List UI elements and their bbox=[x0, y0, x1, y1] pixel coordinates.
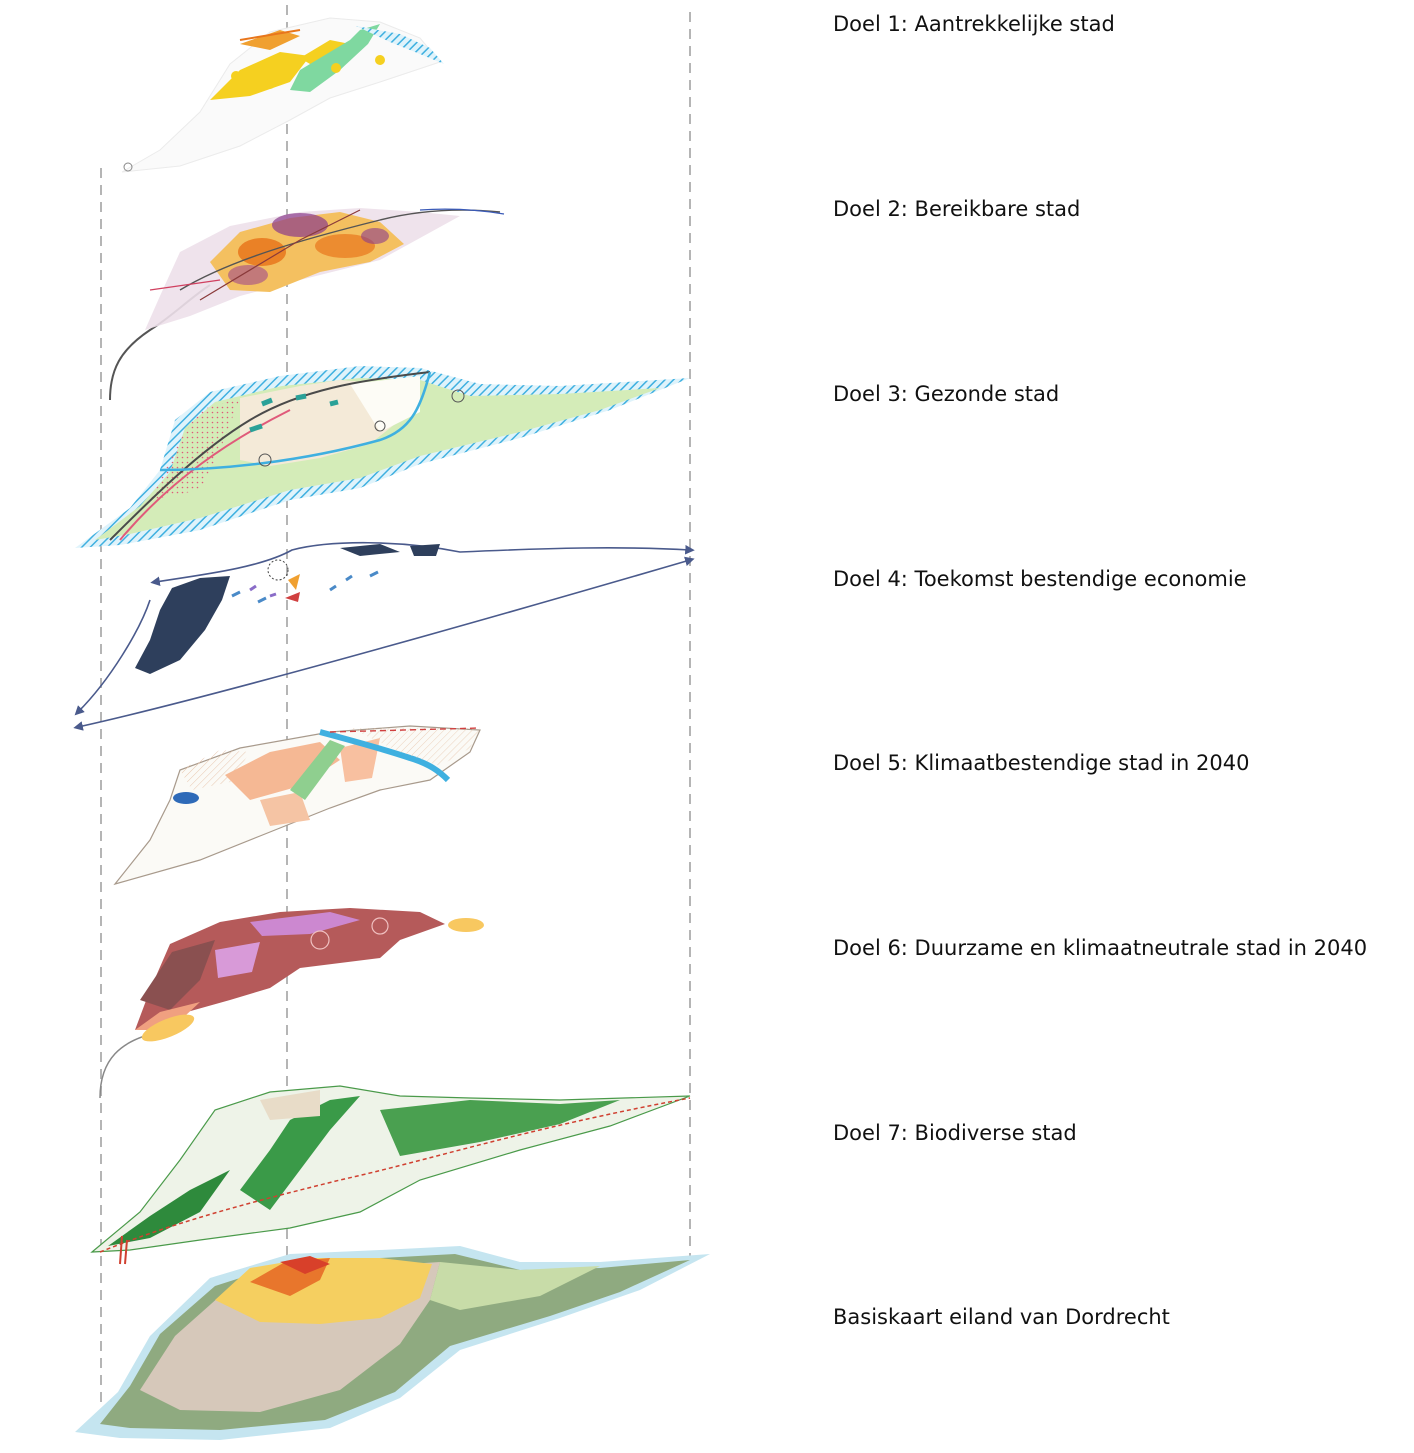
label-layer-4: Doel 4: Toekomst bestendige economie bbox=[833, 567, 1247, 591]
layer-map-healthy bbox=[75, 366, 690, 548]
label-layer-5: Doel 5: Klimaatbestendige stad in 2040 bbox=[833, 751, 1249, 775]
layer-map-attractive bbox=[121, 17, 444, 173]
label-layer-2: Doel 2: Bereikbare stad bbox=[833, 197, 1080, 221]
layer-map-accessible bbox=[109, 208, 505, 401]
layer-map-economy bbox=[73, 541, 695, 731]
layer-map-climate bbox=[113, 725, 481, 886]
layer-labels: Doel 1: Aantrekkelijke stad Doel 2: Bere… bbox=[833, 12, 1367, 1329]
label-layer-6: Doel 6: Duurzame en klimaatneutrale stad… bbox=[833, 936, 1367, 960]
layer-map-biodiverse bbox=[90, 1085, 691, 1265]
label-layer-base: Basiskaart eiland van Dordrecht bbox=[833, 1305, 1170, 1329]
label-layer-1: Doel 1: Aantrekkelijke stad bbox=[833, 12, 1115, 36]
layer-map-sustainable bbox=[99, 908, 484, 1099]
layer-map-base bbox=[75, 1246, 710, 1440]
label-layer-7: Doel 7: Biodiverse stad bbox=[833, 1121, 1077, 1145]
label-layer-3: Doel 3: Gezonde stad bbox=[833, 382, 1059, 406]
